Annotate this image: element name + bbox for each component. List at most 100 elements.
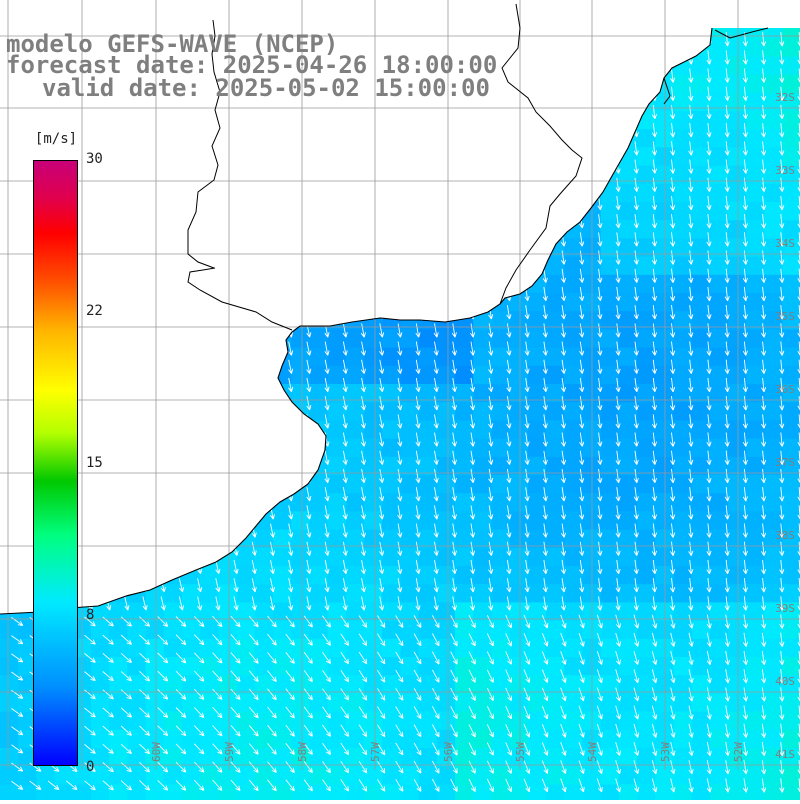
wind-arrow: [160, 377, 166, 392]
wind-arrow: [306, 214, 312, 229]
wind-speed-cell: [163, 129, 183, 148]
wind-speed-cell: [455, 729, 474, 749]
wind-arrow: [633, 341, 639, 356]
wind-speed-cell: [182, 784, 201, 800]
wind-speed-cell: [691, 711, 711, 731]
wind-speed-cell: [764, 584, 784, 603]
wind-speed-cell: [418, 274, 438, 294]
wind-arrow: [706, 432, 712, 447]
wind-speed-cell: [709, 384, 729, 403]
wind-arrow: [670, 432, 676, 447]
wind-speed-cell: [673, 147, 693, 167]
wind-arrow: [87, 541, 94, 556]
wind-speed-cell: [764, 202, 784, 221]
wind-speed-cell: [400, 675, 420, 694]
wind-arrow: [415, 432, 421, 447]
wind-speed-cell: [309, 511, 329, 531]
wind-arrow: [215, 450, 221, 465]
wind-speed-cell: [473, 147, 492, 167]
wind-speed-cell: [691, 274, 711, 294]
wind-arrow: [597, 541, 603, 556]
wind-arrow: [470, 104, 476, 120]
wind-speed-cell: [418, 748, 438, 767]
wind-arrow: [451, 305, 457, 320]
wind-arrow: [488, 323, 494, 338]
wind-speed-cell: [382, 693, 401, 713]
wind-arrow: [415, 250, 421, 265]
wind-arrow: [14, 432, 21, 447]
wind-arrow: [342, 541, 348, 556]
wind-speed-cell: [637, 584, 656, 603]
wind-arrow: [269, 141, 275, 156]
wind-arrow: [670, 104, 676, 120]
wind-arrow: [233, 105, 239, 119]
wind-arrow: [379, 541, 385, 556]
wind-speed-cell: [91, 129, 110, 148]
wind-arrow: [251, 487, 257, 502]
wind-arrow: [670, 341, 676, 356]
wind-speed-cell: [145, 202, 165, 221]
wind-speed-cell: [709, 420, 729, 440]
wind-arrow: [120, 616, 132, 627]
wind-speed-cell: [509, 329, 529, 349]
wind-speed-cell: [527, 38, 547, 57]
wind-arrow: [342, 305, 348, 320]
wind-arrow: [596, 760, 603, 775]
wind-speed-cell: [546, 475, 565, 494]
wind-arrow: [267, 652, 277, 664]
wind-speed-cell: [182, 202, 201, 221]
wind-speed-cell: [782, 675, 800, 694]
wind-arrow: [215, 341, 221, 356]
longitude-label: 55W: [514, 742, 527, 762]
wind-speed-cell: [91, 584, 110, 603]
wind-speed-cell: [637, 493, 656, 512]
colorbar-tick-22: 22: [86, 303, 103, 319]
wind-arrow: [742, 578, 748, 593]
wind-speed-cell: [618, 311, 638, 330]
wind-speed-cell: [691, 111, 711, 130]
wind-arrow: [397, 232, 403, 247]
wind-speed-cell: [618, 74, 638, 94]
wind-arrow: [306, 487, 312, 502]
wind-arrow: [288, 541, 294, 556]
wind-speed-cell: [527, 365, 547, 385]
wind-arrow: [451, 541, 457, 556]
wind-arrow: [360, 559, 366, 575]
wind-arrow: [324, 177, 330, 192]
wind-speed-cell: [236, 511, 256, 531]
wind-arrow: [560, 432, 567, 447]
wind-arrow: [541, 633, 549, 647]
wind-speed-cell: [91, 256, 110, 276]
wind-arrow: [124, 232, 130, 247]
wind-speed-cell: [618, 566, 638, 585]
wind-speed-cell: [600, 293, 620, 312]
wind-arrow: [579, 450, 585, 465]
wind-arrow: [324, 341, 330, 356]
wind-speed-cell: [145, 784, 165, 800]
wind-speed-cell: [0, 784, 19, 800]
wind-speed-cell: [382, 111, 401, 130]
wind-arrow: [560, 669, 567, 684]
wind-arrow: [706, 559, 712, 575]
wind-arrow: [379, 505, 385, 520]
wind-arrow: [688, 687, 694, 702]
wind-arrow: [303, 633, 313, 646]
wind-arrow: [193, 725, 205, 737]
wind-arrow: [742, 778, 749, 793]
wind-arrow: [14, 195, 21, 210]
wind-speed-cell: [436, 365, 456, 385]
wind-speed-cell: [345, 274, 365, 294]
wind-arrow: [215, 596, 221, 611]
wind-speed-cell: [491, 274, 511, 294]
wind-arrow: [670, 268, 676, 283]
wind-speed-cell: [637, 766, 656, 785]
wind-speed-cell: [618, 438, 638, 458]
wind-speed-cell: [418, 129, 438, 148]
wind-speed-cell: [127, 475, 147, 494]
wind-arrow: [233, 396, 239, 411]
wind-arrow: [397, 214, 403, 229]
wind-arrow: [124, 450, 130, 465]
wind-speed-cell: [91, 493, 110, 512]
wind-speed-cell: [673, 329, 693, 349]
wind-arrow: [14, 396, 21, 411]
